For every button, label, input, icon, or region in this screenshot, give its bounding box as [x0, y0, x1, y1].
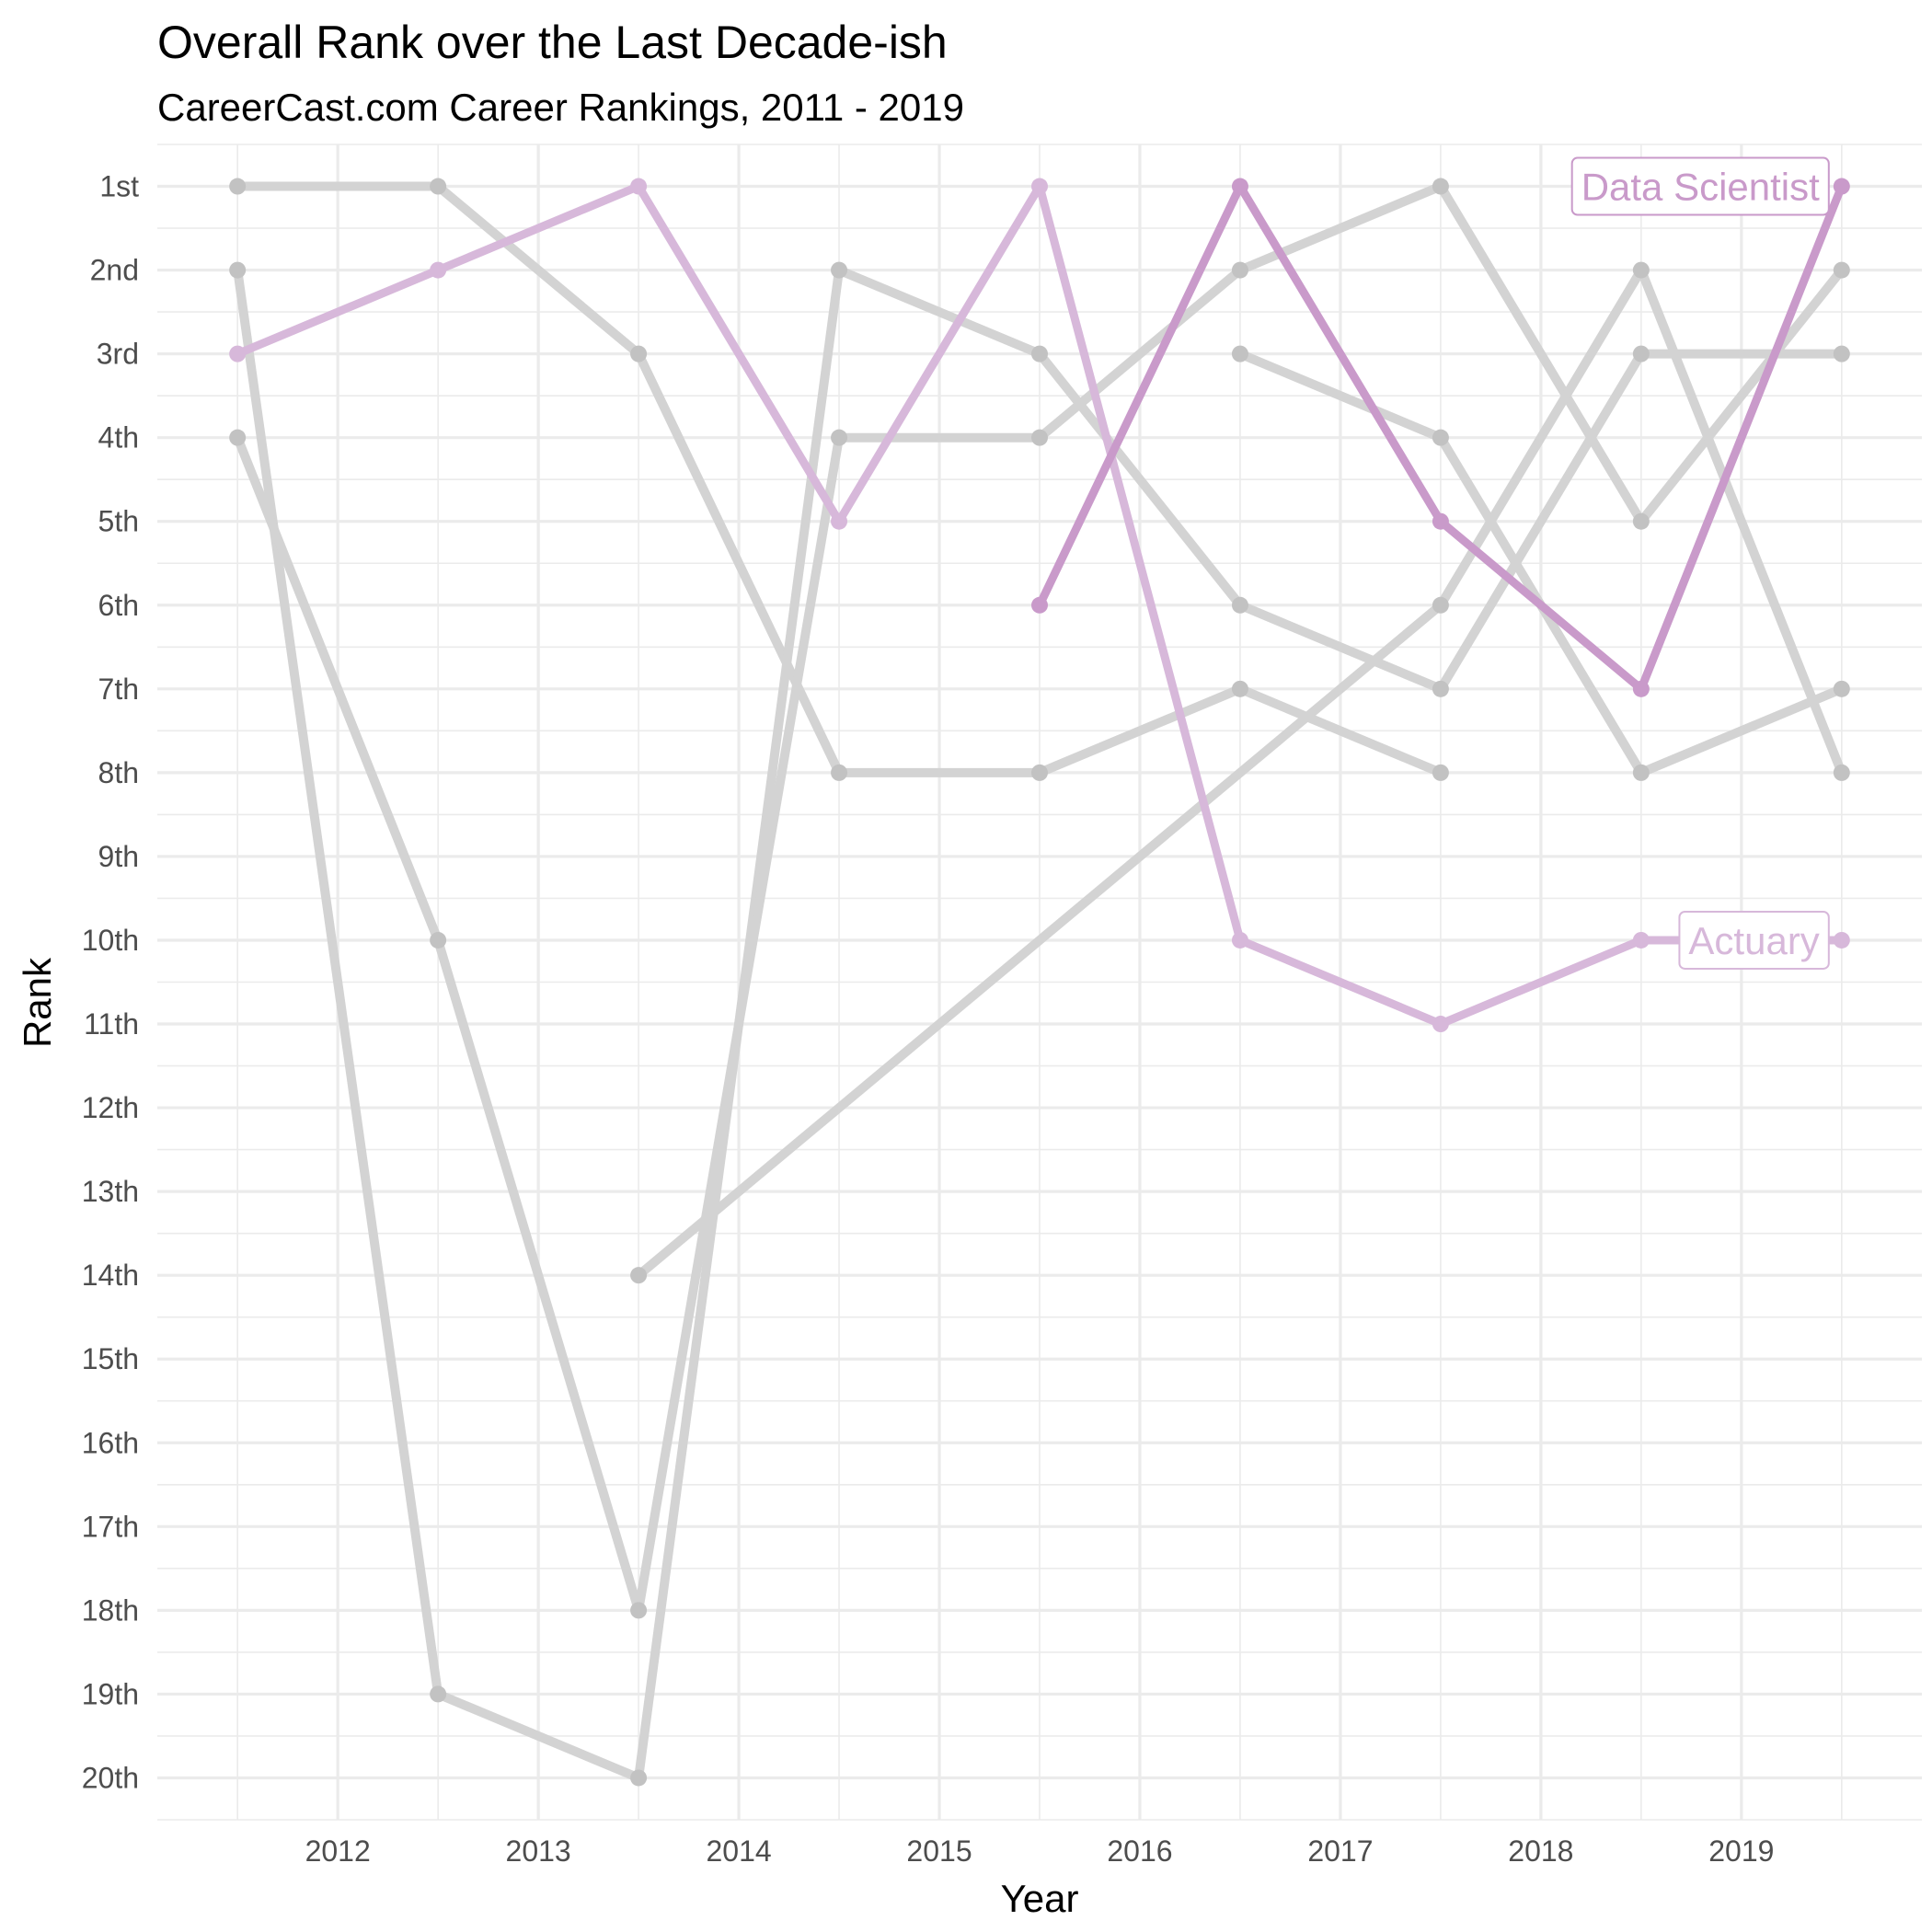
data-point [1833, 345, 1850, 362]
series-layer [229, 178, 1850, 1787]
data-point [1031, 345, 1048, 362]
series-other [630, 261, 1850, 1284]
y-tick-label: 3rd [97, 338, 139, 371]
data-point [229, 178, 247, 195]
x-tick-label: 2014 [706, 1834, 771, 1868]
data-point [1031, 429, 1048, 446]
data-point [630, 1267, 648, 1284]
x-tick-label: 2012 [305, 1834, 371, 1868]
data-point [831, 429, 848, 446]
data-point [630, 345, 648, 362]
series-other [229, 261, 1850, 1787]
y-tick-label: 5th [98, 505, 139, 538]
data-point [1031, 178, 1048, 195]
x-tick-label: 2015 [906, 1834, 972, 1868]
series-data-scientist [1031, 178, 1850, 697]
label-text: Data Scientist [1581, 166, 1820, 209]
data-point [1833, 178, 1850, 195]
data-point [1833, 931, 1850, 949]
data-point [1231, 680, 1248, 697]
x-tick-label: 2018 [1508, 1834, 1573, 1868]
chart-title: Overall Rank over the Last Decade-ish [157, 17, 948, 68]
data-point [1432, 512, 1449, 530]
data-point [229, 261, 247, 279]
data-point [1833, 680, 1850, 697]
data-point [430, 178, 447, 195]
data-point [430, 1685, 447, 1703]
data-point [630, 1769, 648, 1787]
y-tick-label: 19th [82, 1677, 139, 1710]
y-tick-label: 2nd [90, 254, 139, 287]
y-tick-label: 16th [82, 1426, 139, 1459]
data-point [831, 261, 848, 279]
y-tick-label: 1st [99, 170, 139, 203]
data-point [1432, 596, 1449, 614]
y-tick-label: 15th [82, 1342, 139, 1375]
y-tick-label: 20th [82, 1761, 139, 1794]
data-point [831, 512, 848, 530]
data-point [630, 178, 648, 195]
data-point [1432, 429, 1449, 446]
series-actuary [229, 178, 1850, 1033]
y-axis-title: Rank [16, 957, 59, 1048]
x-axis-title: Year [1001, 1877, 1079, 1920]
x-tick-label: 2013 [506, 1834, 571, 1868]
chart-subtitle: CareerCast.com Career Rankings, 2011 - 2… [157, 86, 964, 129]
y-tick-label: 7th [98, 673, 139, 706]
data-point [1632, 512, 1650, 530]
data-point [1632, 345, 1650, 362]
data-point [1833, 261, 1850, 279]
x-tick-label: 2017 [1307, 1834, 1373, 1868]
y-tick-label: 8th [98, 756, 139, 789]
x-tick-label: 2016 [1107, 1834, 1172, 1868]
data-point [1031, 764, 1048, 781]
series-other [229, 178, 1449, 781]
y-tick-label: 4th [98, 421, 139, 454]
data-point [1231, 178, 1248, 195]
data-point [1231, 345, 1248, 362]
data-point [1432, 178, 1449, 195]
y-tick-label: 17th [82, 1510, 139, 1543]
data-point [1632, 931, 1650, 949]
data-point [229, 429, 247, 446]
data-point [1432, 1016, 1449, 1033]
label-box [1678, 910, 1830, 970]
data-point [430, 261, 447, 279]
grid-lines [157, 144, 1922, 1821]
series-line [634, 265, 1846, 1281]
y-tick-label: 14th [82, 1259, 139, 1292]
y-axis-ticks: 1st 2nd 3rd 4th 5th 6th 7th 8th 9th 10th 11th 12th 1… [82, 170, 139, 1795]
label-text: Actuary [1688, 919, 1819, 962]
series-label-data-scientist: Data Scientist [1570, 156, 1830, 216]
data-point [430, 931, 447, 949]
data-point [1231, 931, 1248, 949]
data-point [229, 345, 247, 362]
data-point [1632, 261, 1650, 279]
series-other [229, 178, 1850, 1619]
data-point [1632, 680, 1650, 697]
y-tick-label: 10th [82, 924, 139, 957]
data-point [1833, 764, 1850, 781]
data-point [1231, 596, 1248, 614]
data-point [1231, 261, 1248, 279]
data-point [831, 764, 848, 781]
y-tick-label: 6th [98, 589, 139, 622]
series-labels: Data Scientist Actuary [1570, 156, 1830, 970]
x-tick-label: 2019 [1708, 1834, 1774, 1868]
series-label-actuary: Actuary [1678, 910, 1830, 970]
y-tick-label: 13th [82, 1175, 139, 1208]
label-box [1570, 156, 1830, 216]
data-point [1432, 764, 1449, 781]
data-point [1632, 764, 1650, 781]
data-point [1432, 680, 1449, 697]
data-point [1031, 596, 1048, 614]
y-tick-label: 9th [98, 840, 139, 873]
y-tick-label: 12th [82, 1091, 139, 1124]
y-tick-label: 18th [82, 1593, 139, 1627]
y-tick-label: 11th [84, 1007, 139, 1041]
data-point [630, 1602, 648, 1619]
x-axis-ticks: 2012 2013 2014 2015 2016 2017 2018 2019 [305, 1834, 1775, 1868]
